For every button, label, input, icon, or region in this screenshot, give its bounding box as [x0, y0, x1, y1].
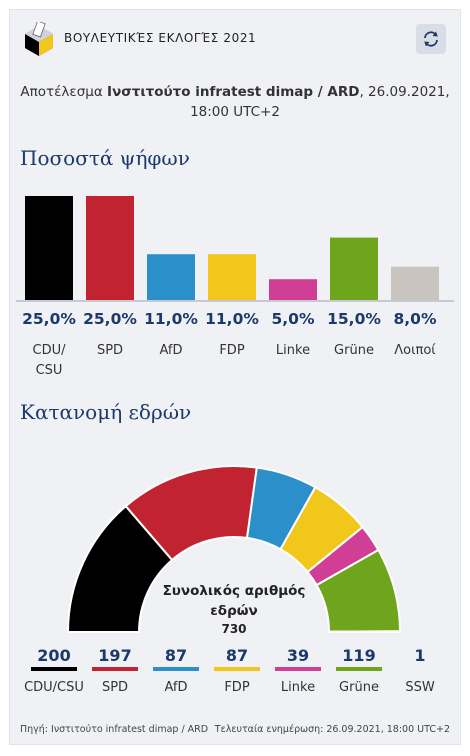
- widget-header: ΒΟΥΛΕΥΤΙΚΈΣ ΕΚΛΟΓΈΣ 2021: [24, 22, 446, 58]
- party-label: Λοιποί: [394, 343, 436, 358]
- seat-count-label: 119: [342, 646, 375, 665]
- vote-value-label: 11,0%: [205, 310, 259, 328]
- vote-bar: [269, 279, 317, 300]
- legend-swatch: [336, 667, 382, 671]
- seat-party-label: Grüne: [339, 680, 379, 695]
- legend-swatch: [275, 667, 321, 671]
- party-label: Grüne: [334, 343, 374, 358]
- seat-distribution-chart: Συνολικός αριθμός εδρών 730 200 CDU/CSU 197 SP…: [24, 465, 435, 695]
- party-label: FDP: [219, 343, 244, 358]
- refresh-button[interactable]: [416, 24, 446, 54]
- vote-value-label: 5,0%: [272, 310, 315, 328]
- widget-title: ΒΟΥΛΕΥΤΙΚΈΣ ΕΚΛΟΓΈΣ 2021: [64, 31, 257, 45]
- party-label: SPD: [97, 343, 123, 358]
- vote-bar: [147, 254, 195, 300]
- vote-value-label: 25,0%: [22, 310, 76, 328]
- total-seats-value: 730: [221, 622, 246, 636]
- vote-bar: [86, 196, 134, 300]
- vote-value-label: 25,0%: [83, 310, 137, 328]
- party-label: CSU: [36, 363, 63, 378]
- legend-swatch: [31, 667, 77, 671]
- seat-party-label: FDP: [224, 680, 249, 695]
- seat-party-label: SPD: [102, 680, 128, 695]
- party-label: Linke: [276, 343, 310, 358]
- seat-count-label: 87: [226, 646, 248, 665]
- refresh-icon: [424, 31, 438, 47]
- ballot-box-icon: [25, 22, 53, 56]
- vote-value-label: 11,0%: [144, 310, 198, 328]
- seat-segment: [327, 630, 402, 633]
- legend-swatch: [92, 667, 138, 671]
- result-source-line: Αποτέλεσμα Ινστιτούτο infratest dimap / …: [20, 82, 450, 122]
- result-prefix: Αποτέλεσμα: [20, 84, 108, 100]
- seat-count-label: 197: [98, 646, 131, 665]
- legend-swatch: [153, 667, 199, 671]
- seat-party-label: AfD: [164, 680, 187, 695]
- vote-bar: [25, 196, 73, 300]
- party-label: AfD: [159, 343, 182, 358]
- party-label: CDU/: [33, 343, 67, 358]
- total-seats-label: εδρών: [210, 603, 257, 619]
- vote-value-label: 15,0%: [327, 310, 381, 328]
- footer-source: Πηγή: Ινστιτούτο infratest dimap / ARD: [20, 724, 209, 735]
- total-seats-label: Συνολικός αριθμός: [163, 583, 306, 599]
- seat-count-label: 87: [165, 646, 187, 665]
- seat-count-label: 1: [414, 646, 425, 665]
- vote-bar: [391, 266, 439, 300]
- widget-footer: Πηγή: Ινστιτούτο infratest dimap / ARD Τ…: [20, 724, 450, 735]
- vote-value-label: 8,0%: [394, 310, 437, 328]
- seat-party-label: CDU/CSU: [24, 680, 84, 695]
- votes-section-title: Ποσοστά ψήφων: [20, 146, 190, 170]
- seats-section-title: Κατανομή εδρών: [20, 400, 192, 424]
- election-widget: ΒΟΥΛΕΥΤΙΚΈΣ ΕΚΛΟΓΈΣ 2021 Αποτέλεσμα Ινστ…: [9, 9, 461, 745]
- vote-bar: [208, 254, 256, 300]
- seat-party-label: SSW: [405, 680, 435, 695]
- seat-count-label: 39: [287, 646, 309, 665]
- vote-share-bar-chart: 25,0% CDU/CSU 25,0% SPD 11,0% AfD 11,0% FDP 5,0%…: [16, 196, 454, 378]
- result-datetime: , 26.09.2021, 18:00 UTC+2: [190, 84, 450, 120]
- seat-party-label: Linke: [281, 680, 315, 695]
- vote-bar: [330, 237, 378, 300]
- legend-swatch: [214, 667, 260, 671]
- seat-count-label: 200: [37, 646, 70, 665]
- result-source: Ινστιτούτο infratest dimap / ARD: [107, 84, 360, 100]
- footer-updated: Τελευταία ενημέρωση: 26.09.2021, 18:00 U…: [214, 724, 450, 735]
